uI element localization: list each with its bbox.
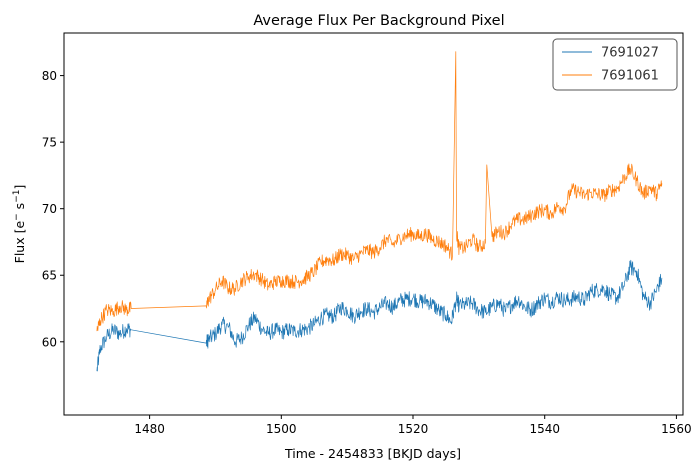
- y-tick-label: 60: [42, 335, 57, 349]
- y-tick-label: 80: [42, 69, 57, 83]
- legend-label-7691061: 7691061: [601, 69, 659, 84]
- x-tick-label: 1520: [398, 422, 429, 436]
- y-tick-label: 70: [42, 202, 57, 216]
- y-axis: 60 65 70 75 80: [42, 69, 64, 349]
- legend-label-7691027: 7691027: [601, 46, 659, 61]
- legend: 7691027 7691061: [552, 38, 678, 91]
- x-tick-label: 1500: [266, 422, 297, 436]
- x-tick-label: 1540: [529, 422, 560, 436]
- y-tick-label: 75: [42, 136, 57, 150]
- x-tick-label: 1560: [661, 422, 692, 436]
- series-line-7691061: [96, 51, 663, 332]
- series-line-7691027: [96, 259, 663, 372]
- chart-title: Average Flux Per Background Pixel: [253, 13, 504, 29]
- y-axis-label: Flux [e− s−1]: [12, 185, 27, 264]
- plot-area: [96, 51, 663, 372]
- y-tick-label: 65: [42, 269, 57, 283]
- plot-frame: [63, 32, 684, 416]
- x-axis-label: Time - 2454833 [BKJD days]: [284, 446, 461, 461]
- x-axis: 1480 1500 1520 1540 1560: [134, 415, 692, 436]
- x-tick-label: 1480: [134, 422, 165, 436]
